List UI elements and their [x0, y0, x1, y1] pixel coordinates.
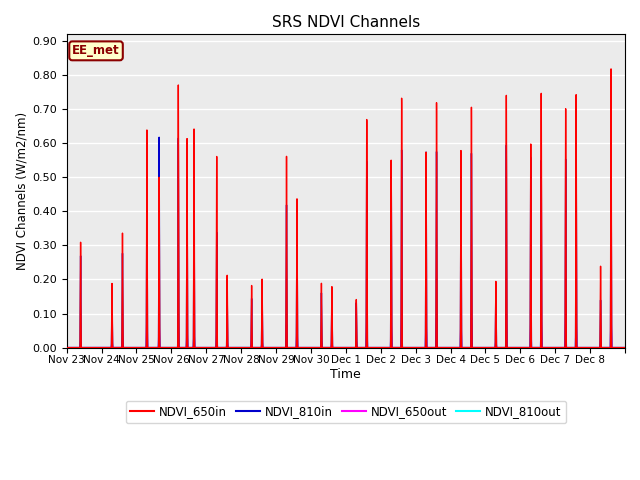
NDVI_810in [607, 131, 615, 136]
NDVI_810out [393, 345, 401, 350]
NDVI_650in [417, 345, 425, 350]
NDVI_810out [91, 345, 99, 350]
Legend: NDVI_650in, NDVI_810in, NDVI_650out, NDVI_810out: NDVI_650in, NDVI_810in, NDVI_650out, NDV… [126, 401, 566, 423]
NDVI_650in [506, 345, 514, 350]
NDVI_810out [607, 317, 615, 323]
NDVI_650out [63, 345, 70, 350]
NDVI_650in [265, 345, 273, 350]
NDVI_650in [63, 345, 70, 350]
NDVI_650out [91, 345, 99, 350]
NDVI_650in [91, 345, 99, 350]
NDVI_810out [621, 345, 629, 350]
Line: NDVI_650in: NDVI_650in [67, 69, 625, 348]
NDVI_810out [63, 345, 70, 350]
NDVI_810in [393, 345, 401, 350]
Line: NDVI_810out: NDVI_810out [67, 320, 625, 348]
NDVI_650out [393, 345, 401, 350]
Line: NDVI_810in: NDVI_810in [67, 133, 625, 348]
NDVI_650out [417, 345, 425, 350]
NDVI_810in [63, 345, 70, 350]
Y-axis label: NDVI Channels (W/m2/nm): NDVI Channels (W/m2/nm) [15, 112, 28, 270]
NDVI_810in [621, 345, 629, 350]
NDVI_650in [607, 66, 615, 72]
NDVI_650out [265, 345, 273, 350]
NDVI_810out [477, 345, 484, 350]
NDVI_650out [506, 345, 514, 350]
NDVI_650out [477, 345, 484, 350]
NDVI_810in [417, 345, 425, 350]
NDVI_810out [506, 345, 514, 350]
NDVI_650out [621, 345, 629, 350]
Line: NDVI_650out: NDVI_650out [67, 313, 625, 348]
NDVI_810in [265, 345, 273, 350]
NDVI_650out [607, 311, 615, 316]
NDVI_810out [417, 345, 425, 350]
NDVI_810out [265, 345, 273, 350]
NDVI_810in [91, 345, 99, 350]
Text: EE_met: EE_met [72, 44, 120, 57]
NDVI_650in [477, 345, 484, 350]
Title: SRS NDVI Channels: SRS NDVI Channels [272, 15, 420, 30]
NDVI_650in [393, 345, 401, 350]
NDVI_650in [621, 345, 629, 350]
X-axis label: Time: Time [330, 368, 361, 381]
NDVI_810in [506, 345, 514, 350]
NDVI_810in [477, 345, 484, 350]
